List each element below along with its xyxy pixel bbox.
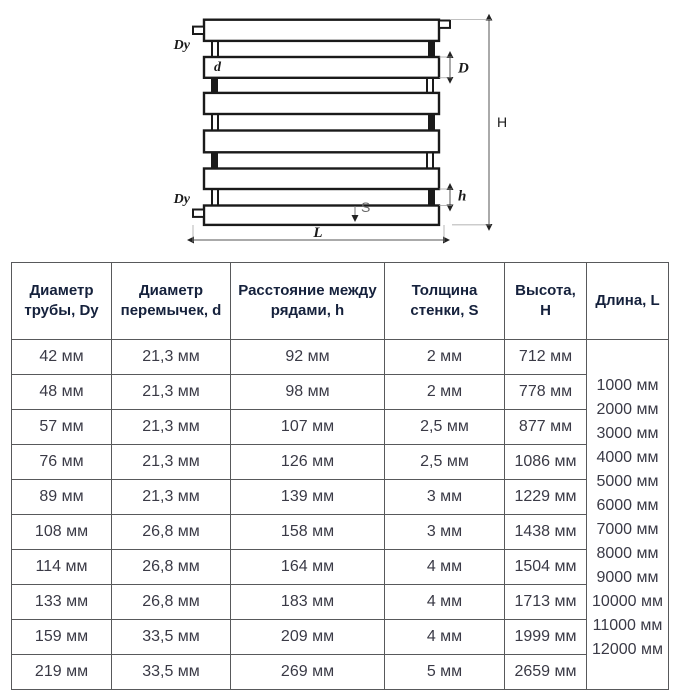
svg-text:S: S — [361, 199, 370, 215]
svg-text:H: H — [497, 114, 507, 130]
svg-text:Dy: Dy — [173, 192, 191, 207]
svg-text:h: h — [458, 189, 466, 205]
svg-text:d: d — [214, 60, 222, 75]
svg-text:Dy: Dy — [173, 38, 191, 53]
svg-text:D: D — [457, 61, 469, 77]
svg-text:L: L — [312, 225, 322, 241]
